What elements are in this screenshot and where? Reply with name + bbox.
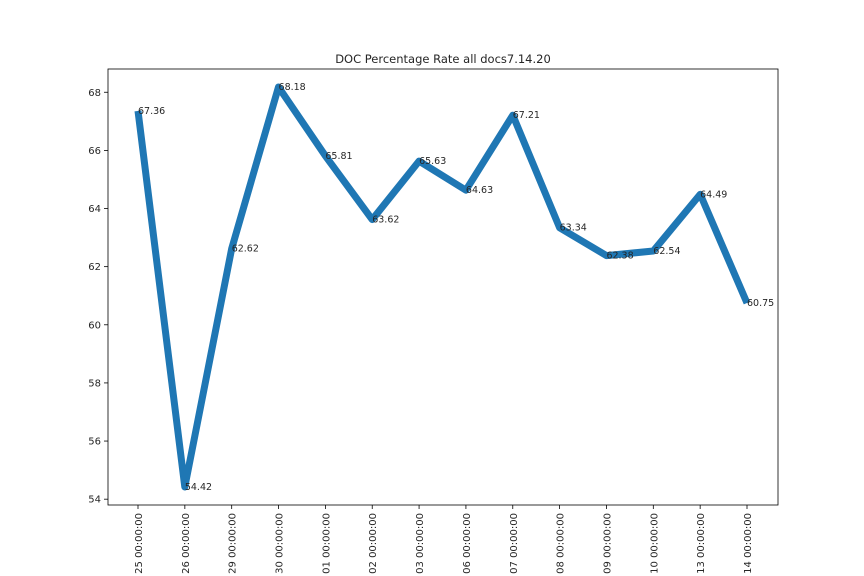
y-tick-label: 54 [88,495,101,506]
data-label: 62.38 [606,251,633,262]
x-axis: 25 00:00:00 26 00:00:00 29 00:00:00 30 00:0… [134,505,754,574]
y-tick-label: 64 [88,204,101,215]
y-tick-label: 56 [88,437,101,448]
x-tick-label: 30 00:00:00 [275,513,286,574]
data-label: 62.54 [653,246,680,257]
data-label: 63.62 [372,215,399,226]
x-tick-label: 02 00:00:00 [368,513,379,574]
x-tick-label: 26 00:00:00 [181,513,192,574]
data-label: 64.63 [466,185,493,196]
data-label: 63.34 [560,223,587,234]
x-tick-label: 10 00:00:00 [649,513,660,574]
data-label: 65.81 [325,151,352,162]
data-label: 60.75 [747,298,774,309]
y-tick-label: 58 [88,378,101,389]
x-tick-label: 07 00:00:00 [509,513,520,574]
data-label: 62.62 [232,244,259,255]
x-tick-label: 06 00:00:00 [462,513,473,574]
data-label-group: 67.36 54.42 62.62 68.18 65.81 63.62 65.63 64.63… [138,82,774,493]
x-tick-label: 03 00:00:00 [415,513,426,574]
x-tick-label: 09 00:00:00 [602,513,613,574]
x-tick-label: 25 00:00:00 [134,513,145,574]
x-tick-label: 01 00:00:00 [321,513,332,574]
y-axis: 54 56 58 60 62 64 66 68 [88,88,108,506]
x-tick-label: 13 00:00:00 [696,513,707,574]
data-label: 65.63 [419,156,446,167]
series-line-group [134,83,751,491]
y-tick-label: 66 [88,146,101,157]
chart-title: DOC Percentage Rate all docs7.14.20 [335,52,551,66]
plot-area-frame [107,68,779,506]
x-tick-label: 14 00:00:00 [743,513,754,574]
data-label: 67.36 [138,106,165,117]
y-tick-label: 60 [88,320,101,331]
data-label: 64.49 [700,189,727,200]
y-tick-label: 62 [88,262,101,273]
x-tick-label: 08 00:00:00 [556,513,567,574]
data-label: 67.21 [513,110,540,121]
x-tick-label: 29 00:00:00 [228,513,239,574]
y-tick-label: 68 [88,88,101,99]
series-line [134,83,751,491]
data-label: 54.42 [185,482,212,493]
data-label: 68.18 [279,82,306,93]
